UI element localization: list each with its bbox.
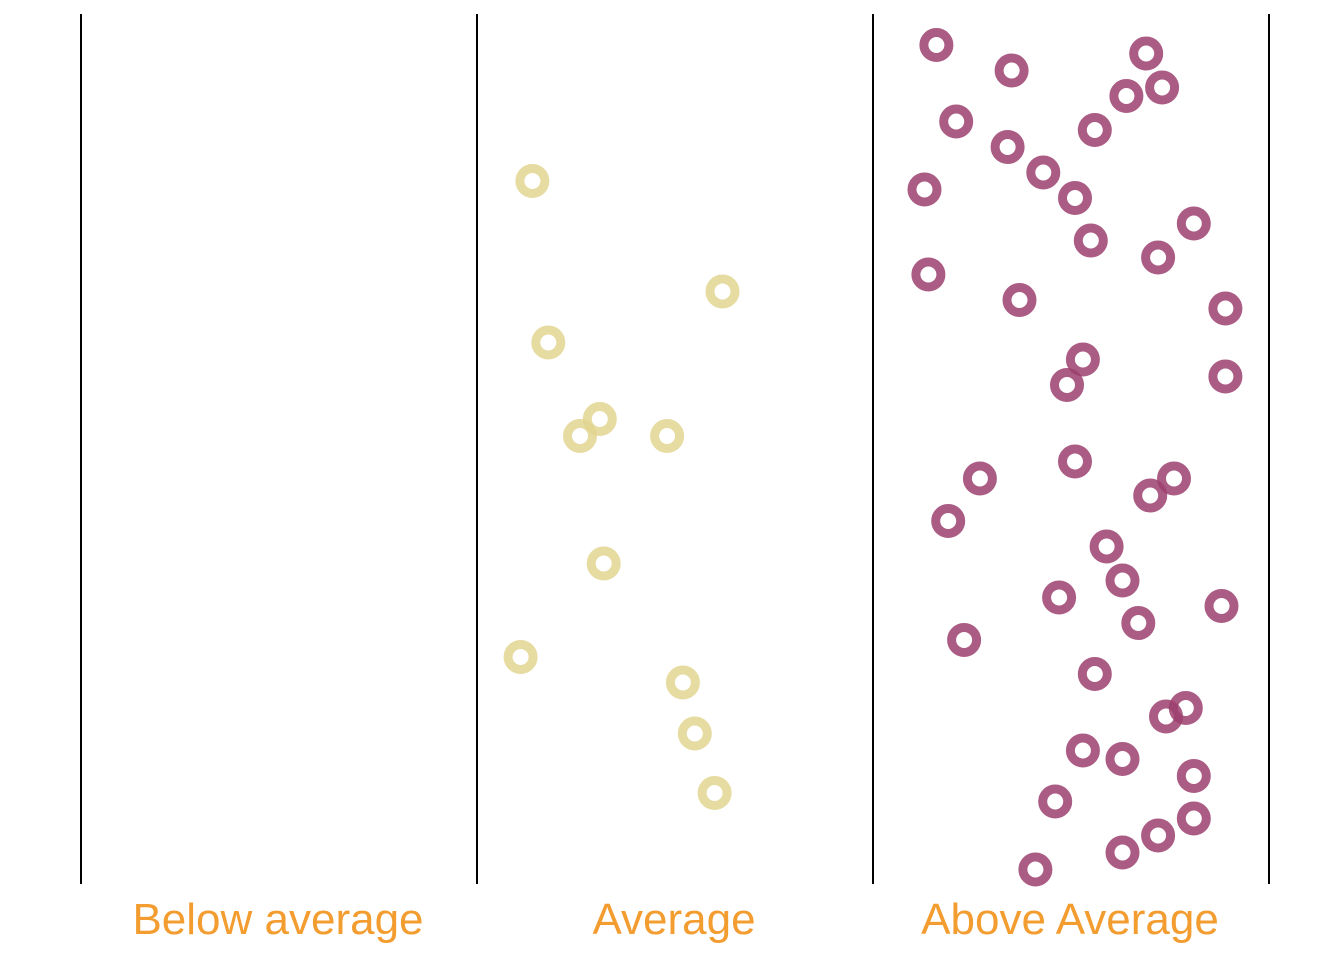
data-point bbox=[1018, 852, 1053, 887]
data-point bbox=[907, 172, 942, 207]
data-point bbox=[1105, 563, 1140, 598]
data-point bbox=[1038, 784, 1073, 819]
data-point bbox=[1109, 79, 1144, 113]
data-point bbox=[1026, 155, 1061, 190]
data-point bbox=[1145, 70, 1180, 105]
data-point bbox=[1133, 478, 1168, 513]
category-label-below-average: Below average bbox=[132, 895, 423, 944]
data-point bbox=[586, 546, 621, 581]
data-point bbox=[697, 776, 732, 810]
data-point bbox=[1208, 359, 1243, 394]
data-point bbox=[1176, 801, 1211, 836]
data-point bbox=[1065, 733, 1100, 768]
data-point bbox=[1077, 113, 1112, 147]
category-label-average: Average bbox=[592, 895, 755, 944]
data-point bbox=[1176, 759, 1211, 793]
data-point bbox=[650, 419, 685, 453]
data-point bbox=[1129, 36, 1164, 71]
data-point bbox=[1141, 818, 1176, 853]
data-point bbox=[563, 419, 597, 453]
data-point bbox=[947, 623, 982, 657]
data-point bbox=[1121, 606, 1156, 640]
category-label-above-average: Above Average bbox=[921, 895, 1219, 944]
data-point bbox=[1002, 283, 1037, 317]
data-point bbox=[962, 461, 997, 496]
data-point bbox=[1208, 291, 1243, 326]
data-point bbox=[665, 665, 700, 700]
panel-dividers bbox=[80, 14, 1270, 884]
data-point bbox=[531, 325, 566, 360]
data-point bbox=[582, 402, 617, 436]
data-point bbox=[705, 274, 740, 309]
data-point bbox=[1149, 699, 1183, 734]
data-point bbox=[1157, 461, 1191, 496]
data-point bbox=[1058, 181, 1092, 215]
data-point bbox=[911, 257, 946, 292]
data-point bbox=[515, 164, 550, 198]
data-point bbox=[919, 28, 954, 62]
data-point bbox=[1204, 589, 1239, 623]
data-point bbox=[931, 504, 966, 538]
data-point bbox=[1105, 742, 1140, 776]
data-point bbox=[1073, 223, 1108, 258]
data-point bbox=[990, 130, 1025, 164]
data-point bbox=[1065, 342, 1100, 377]
data-point bbox=[677, 716, 712, 751]
data-point bbox=[1042, 580, 1077, 615]
data-point bbox=[939, 104, 974, 139]
data-point bbox=[1077, 657, 1112, 691]
data-point bbox=[503, 640, 538, 674]
data-point bbox=[1089, 529, 1124, 564]
data-point bbox=[1058, 444, 1092, 479]
data-point bbox=[1105, 835, 1140, 870]
data-points bbox=[503, 28, 1243, 887]
data-point bbox=[1176, 206, 1211, 241]
data-point bbox=[1141, 240, 1176, 275]
data-point bbox=[1050, 368, 1084, 402]
data-point bbox=[994, 53, 1029, 88]
category-labels: Below average Average Above Average bbox=[132, 895, 1218, 944]
